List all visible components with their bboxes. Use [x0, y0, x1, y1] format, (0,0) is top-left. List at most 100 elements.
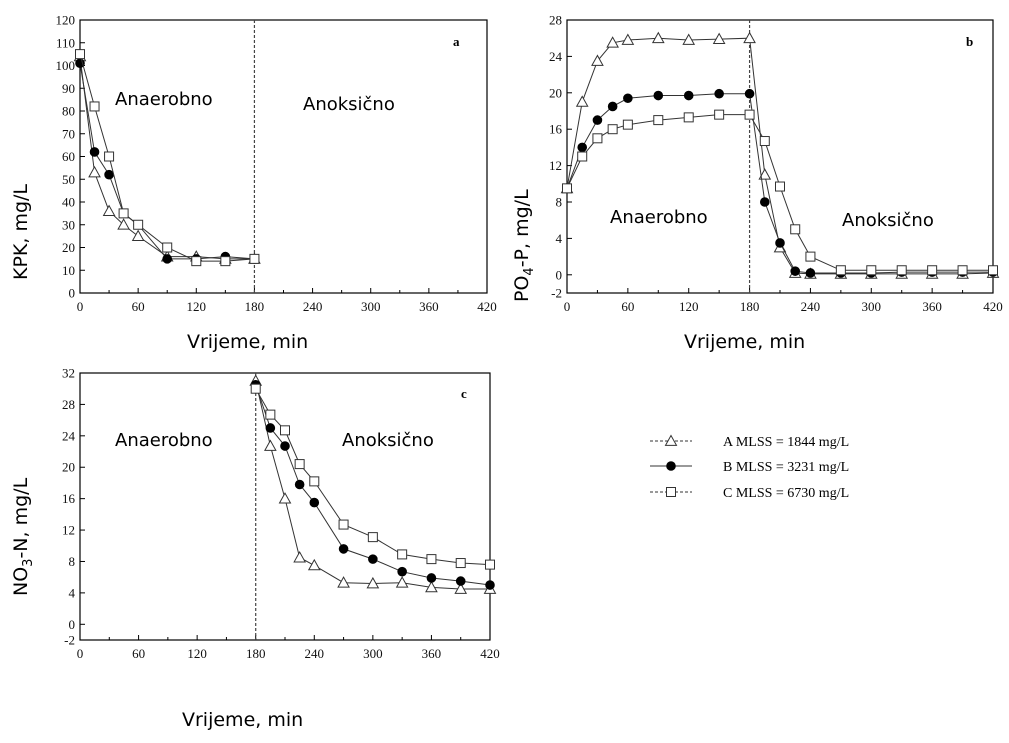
panel-b-ytick-label: 0	[556, 267, 563, 282]
panel-a-series-B-point	[89, 147, 100, 157]
panel-c-ytick-label: 16	[62, 491, 76, 506]
panel-b-region-anoxic: Anoksično	[842, 210, 934, 231]
panel-b-xtick-label: 360	[922, 299, 942, 314]
panel-b-xtick-label: 300	[862, 299, 882, 314]
panel-c-ytick-label: 12	[62, 523, 75, 538]
panel-c-ytick-label: 4	[69, 585, 76, 600]
panel-b-xtick-label: 0	[564, 299, 571, 314]
panel-a-series-C-point	[104, 151, 115, 162]
legend-label-b: B MLSS = 3231 mg/L	[723, 460, 849, 475]
panel-c-region-anoxic: Anoksično	[342, 430, 434, 451]
panel-a-series-A-point	[131, 229, 145, 242]
panel-b-series-A-point	[758, 168, 772, 180]
panel-b-series-C-point	[562, 183, 572, 194]
panel-c-xtick-label: 240	[305, 646, 325, 661]
panel-a-series-C-point	[118, 208, 129, 219]
panel-b-series-C-point	[607, 124, 618, 135]
panel-a-ytick-label: 80	[62, 104, 75, 119]
panel-b-series-B-point	[607, 101, 618, 112]
panel-a: a Anaerobno Anoksično KPK, mg/L Vrijeme,…	[10, 13, 497, 354]
panel-c-series-B-point	[455, 576, 466, 586]
panel-b-ytick-label: 8	[556, 195, 563, 210]
panel-c-series-C-point	[280, 425, 290, 436]
panel-b-series-C-point	[790, 224, 801, 235]
panel-c-series-C-point	[367, 532, 378, 543]
panel-b-xtick-label: 180	[740, 299, 760, 314]
panel-c-ytick-label: 24	[62, 428, 76, 443]
panel-b-series-C-point	[744, 109, 755, 120]
panel-c-series-A-point	[337, 576, 350, 588]
panel-b-series-C-point	[653, 115, 664, 126]
panel-c-xtick-label: 180	[246, 646, 266, 661]
panel-c-frame	[79, 372, 491, 641]
panel-a-series-C-point	[220, 256, 231, 267]
panel-c-series-C-point	[455, 558, 466, 569]
panel-b-series-B-point	[775, 238, 785, 248]
panel-b-series-C-point	[835, 265, 846, 276]
panel-c-series-B-point	[485, 580, 495, 590]
panel-b-series-A-point	[606, 36, 619, 48]
panel-c-series-C-point	[309, 476, 320, 487]
panel-c-series-A-point	[264, 439, 277, 451]
panel-c-series-A-point	[307, 558, 321, 571]
panel-c-letter: c	[461, 386, 467, 401]
panel-b-series-B-point	[759, 197, 770, 207]
panel-c-series-C-point	[485, 559, 495, 570]
panel-c-xtick-label: 420	[480, 646, 500, 661]
panel-a-region-anaerobic: Anaerobno	[115, 89, 213, 110]
panel-a-series-C-point	[89, 101, 100, 112]
panel-a-series-B-point	[104, 169, 114, 180]
panel-b-series-B-point	[577, 142, 588, 153]
panel-b-series-B-point	[790, 266, 801, 276]
panel-b-series-C-point	[759, 136, 770, 147]
panel-b-series-C-point	[927, 265, 938, 276]
panel-b-series-B-point	[623, 93, 633, 104]
panel-c-series-C-point	[338, 519, 349, 530]
panel-b-series-C-point	[866, 265, 877, 276]
panel-a-ytick-label: 70	[62, 126, 75, 141]
panel-b-xtick-label: 120	[679, 299, 699, 314]
panel-c-series-B-point	[280, 441, 290, 451]
panel-b-series-C-point	[622, 119, 633, 130]
panel-c-ylabel-prefix: NO3-N, mg/L	[10, 477, 36, 596]
panel-b-xtick-label: 60	[621, 299, 634, 314]
panel-c: c Anaerobno Anoksično NO3-N, mg/L Vrijem…	[10, 366, 500, 732]
panel-a-series-C-point	[75, 49, 85, 60]
panel-c-series-C-point	[294, 459, 305, 470]
panel-c-series-C-point	[426, 554, 437, 565]
panel-b-xtick-label: 420	[983, 299, 1003, 314]
panel-b-region-anaerobic: Anaerobno	[610, 207, 708, 228]
panel-c-ytick-label: 32	[62, 366, 75, 381]
panel-a-ytick-label: 110	[56, 35, 75, 50]
panel-c-series-B-point	[397, 566, 407, 577]
legend-marker-B	[666, 461, 676, 471]
panel-a-xtick-label: 120	[187, 299, 207, 314]
panel-c-ytick-label: 28	[62, 397, 75, 412]
panel-c-series-C-point	[265, 409, 276, 420]
panel-c-series-A-point	[395, 576, 409, 588]
panel-b-series-A-point	[682, 33, 696, 45]
panel-c-ytick-label: 20	[62, 460, 75, 475]
panel-c-ytick-label: -2	[64, 633, 75, 648]
panel-a-ytick-label: 0	[69, 286, 76, 301]
panel-a-series-A-point	[117, 218, 130, 230]
panel-c-series-A-point	[366, 576, 380, 589]
panel-a-letter: a	[453, 34, 460, 49]
panel-b-series-C-point	[577, 151, 588, 162]
panel-c-series-B-point	[294, 479, 305, 490]
panel-a-ytick-label: 120	[56, 13, 76, 28]
panel-b: b Anaerobno Anoksično PO4-P, mg/L Vrijem…	[511, 13, 1003, 354]
panel-b-series-C-point	[592, 133, 603, 144]
panel-b-series-B-point	[592, 115, 603, 125]
legend-label-c: C MLSS = 6730 mg/L	[723, 486, 849, 501]
panel-a-series-A-point	[102, 204, 116, 216]
panel-c-series-A-point	[293, 551, 306, 563]
legend: A MLSS = 1844 mg/L B MLSS = 3231 mg/L C …	[650, 434, 849, 501]
legend-label-a: A MLSS = 1844 mg/L	[723, 435, 849, 450]
panel-a-region-anoxic: Anoksično	[303, 94, 395, 115]
panel-a-ytick-label: 40	[62, 195, 75, 210]
panel-b-xtick-label: 240	[801, 299, 821, 314]
panel-a-series-C-point	[249, 253, 260, 264]
panel-a-xtick-label: 300	[361, 299, 381, 314]
panel-b-series-C-point	[805, 251, 816, 262]
